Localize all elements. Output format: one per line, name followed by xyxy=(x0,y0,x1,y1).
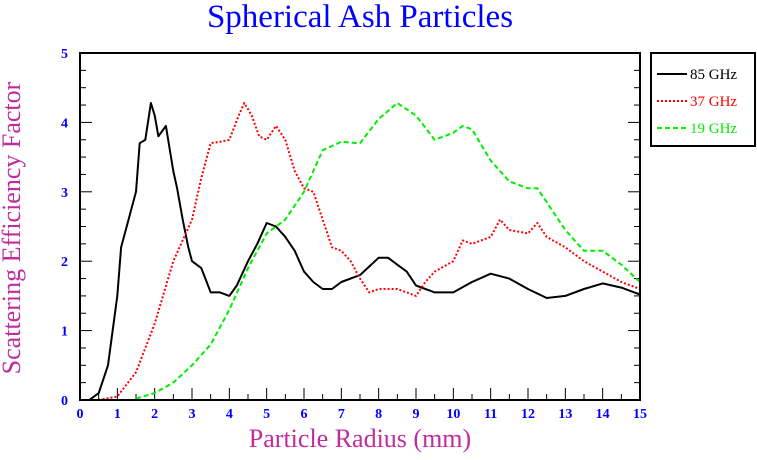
x-tick-label: 14 xyxy=(596,407,610,422)
x-tick-label: 4 xyxy=(226,407,233,422)
x-tick-label: 7 xyxy=(338,407,345,422)
x-tick-label: 11 xyxy=(484,407,497,422)
x-tick-label: 15 xyxy=(633,407,647,422)
legend-label: 85 GHz xyxy=(690,67,737,83)
series-line-85-ghz xyxy=(80,102,641,401)
y-axis-label: Scattering Efficiency Factor xyxy=(0,81,26,374)
x-tick-label: 0 xyxy=(77,407,84,422)
series-line-37-ghz xyxy=(98,102,641,401)
y-tick-label: 5 xyxy=(61,47,68,62)
chart-title: Spherical Ash Particles xyxy=(207,0,513,35)
plot-frame xyxy=(79,52,641,401)
series-line-19-ghz xyxy=(135,102,641,400)
y-tick-label: 3 xyxy=(61,186,68,201)
y-tick-label: 4 xyxy=(61,116,68,131)
x-tick-label: 5 xyxy=(263,407,270,422)
legend: 85 GHz 37 GHz 19 GHz xyxy=(650,52,756,147)
legend-label: 37 GHz xyxy=(690,94,737,110)
x-tick-label: 12 xyxy=(521,407,535,422)
x-tick-label: 3 xyxy=(189,407,196,422)
series-lines xyxy=(80,102,641,401)
x-axis-label: Particle Radius (mm) xyxy=(249,424,471,453)
x-tick-label: 8 xyxy=(375,407,382,422)
x-tick-label: 10 xyxy=(446,407,460,422)
y-tick-label: 1 xyxy=(61,325,68,340)
legend-label: 19 GHz xyxy=(690,121,737,137)
y-tick-label: 2 xyxy=(61,255,68,270)
x-tick-label: 1 xyxy=(114,407,121,422)
x-tick-label: 6 xyxy=(301,407,308,422)
x-tick-label: 13 xyxy=(558,407,572,422)
x-tick-label: 2 xyxy=(151,407,158,422)
x-tick-label: 9 xyxy=(413,407,420,422)
y-tick-label: 0 xyxy=(61,394,68,409)
